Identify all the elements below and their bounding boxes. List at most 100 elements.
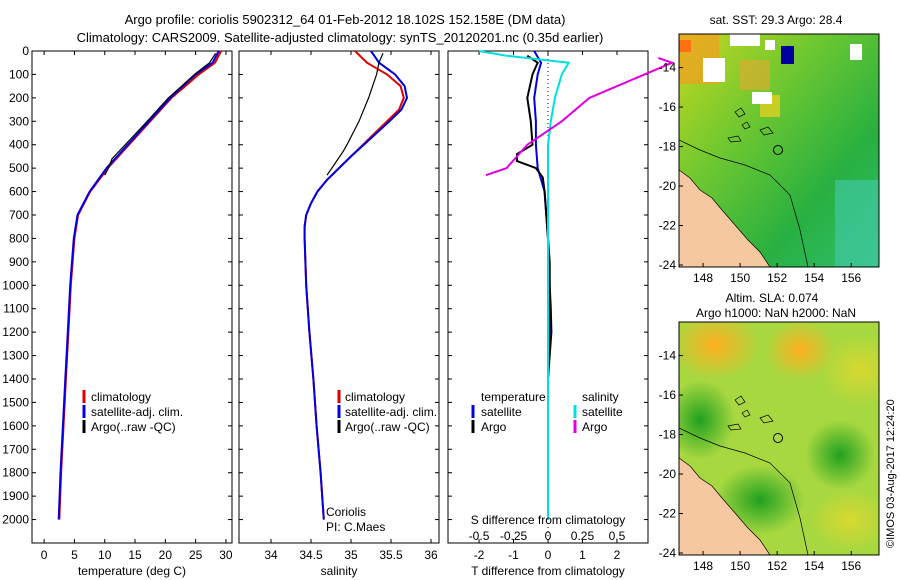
legend-satellite-label: satellite-adj. clim.	[345, 405, 437, 419]
x-tick-label: 30	[219, 548, 233, 562]
legend-climatology-label: climatology	[345, 390, 405, 404]
legend-temp-argo-label: Argo	[481, 420, 507, 434]
y-tick-label: 800	[9, 231, 29, 245]
credit-label: ©IMOS 03-Aug-2017 12:24:20	[885, 399, 897, 548]
y-tick-label: 1500	[2, 395, 29, 409]
title-line-2: Climatology: CARS2009. Satellite-adjuste…	[77, 30, 604, 45]
lon-tick-label: 152	[767, 271, 787, 285]
land-coastline	[679, 169, 771, 267]
temperature-plot-frame	[31, 50, 233, 544]
reefs	[727, 107, 774, 143]
y-tick-label: 1800	[2, 466, 29, 480]
y-tick-label: 500	[9, 161, 29, 175]
lat-tick-label: -20	[659, 179, 677, 193]
x-tick-label: 35	[344, 548, 358, 562]
pi-label: PI: C.Maes	[326, 520, 385, 534]
lon-tick-label: 152	[767, 559, 787, 573]
y-tick-label: 1200	[2, 325, 29, 339]
sla-map-panel: Altim. SLA: 0.074 Argo h1000: NaN h2000:…	[659, 291, 880, 573]
sla-map-field	[679, 322, 879, 555]
argo-position-marker	[773, 145, 783, 155]
profile-line-salinity-argo	[485, 57, 675, 177]
temperature-xlabel: temperature (deg C)	[78, 564, 186, 578]
y-tick-label: 200	[9, 91, 29, 105]
legend-climatology-label: climatology	[91, 390, 151, 404]
lat-tick-label: -20	[659, 467, 677, 481]
x2-tick-label: 0.5	[609, 529, 626, 543]
lat-tick-label: -24	[659, 258, 677, 272]
lon-tick-label: 150	[730, 271, 750, 285]
y-tick-label: 900	[9, 255, 29, 269]
x-tick-label: 2	[614, 548, 621, 562]
lat-tick-label: -18	[659, 140, 677, 154]
x-tick-label: -1	[508, 548, 519, 562]
legend-temp-satellite-label: satellite	[481, 405, 522, 419]
y-tick-label: 300	[9, 114, 29, 128]
lon-tick-label: 156	[841, 271, 861, 285]
title-line-1: Argo profile: coriolis 5902312_64 01-Feb…	[125, 12, 566, 27]
sla-map-ticks: 148 150 152 154 156 -14 -16 -18 -20 -22 -24	[659, 349, 862, 573]
x-tick-label: 5	[71, 548, 78, 562]
lat-tick-label: -16	[659, 100, 677, 114]
temperature-ticks: 0 5 10 15 20 25 300100200300400500600700800900…	[2, 44, 233, 562]
difference-ticks: -2 -1 0 1 2 -0.5 -0.25 0 0.25 0.5	[448, 50, 648, 562]
lon-tick-label: 154	[804, 271, 824, 285]
x-tick-label: 36	[424, 548, 438, 562]
profile-line-salinity-satellite	[478, 50, 571, 520]
shelf-contour	[679, 427, 809, 555]
lon-tick-label: 156	[841, 559, 861, 573]
x-tick-label: 20	[159, 548, 173, 562]
y-tick-label: 0	[22, 44, 29, 58]
profile-line-satellite-adj-clim-	[303, 50, 409, 520]
salinity-panel: 34 34.5 35 35.5 36 climatology satellite-adj…	[238, 50, 440, 578]
y-tick-label: 1700	[2, 442, 29, 456]
profile-line-satellite-adj-clim-	[57, 50, 220, 520]
temperature-panel: 0 5 10 15 20 25 300100200300400500600700800900…	[2, 44, 233, 578]
y-tick-label: 1600	[2, 419, 29, 433]
s-difference-xlabel: S difference from climatology	[471, 513, 626, 527]
sla-map-title-1: Altim. SLA: 0.074	[726, 291, 819, 305]
sst-map-title: sat. SST: 29.3 Argo: 28.4	[710, 13, 843, 27]
legend-argo-label: Argo(..raw -QC)	[91, 420, 176, 434]
lon-tick-label: 150	[730, 559, 750, 573]
lat-tick-label: -16	[659, 388, 677, 402]
legend-argo-label: Argo(..raw -QC)	[345, 420, 430, 434]
y-tick-label: 1300	[2, 349, 29, 363]
temperature-profiles	[57, 50, 222, 520]
salinity-profiles	[303, 50, 409, 520]
x-tick-label: 34	[264, 548, 278, 562]
x-tick-label: 10	[98, 548, 112, 562]
y-tick-label: 1000	[2, 278, 29, 292]
legend-salinity-heading: salinity	[582, 390, 619, 404]
x-tick-label: 35.5	[379, 548, 403, 562]
land-coastline	[679, 457, 771, 555]
lat-tick-label: -14	[659, 61, 677, 75]
salinity-plot-frame	[238, 50, 440, 544]
x2-tick-label: -0.5	[469, 529, 490, 543]
shelf-contour	[679, 139, 809, 267]
lat-tick-label: -24	[659, 546, 677, 560]
difference-panel: -2 -1 0 1 2 -0.5 -0.25 0 0.25 0.5 temperature sat…	[447, 50, 675, 578]
salinity-ticks: 34 34.5 35 35.5 36	[239, 50, 439, 562]
data-centre-label: Coriolis	[326, 505, 366, 519]
x2-tick-label: 0	[545, 529, 552, 543]
y-tick-label: 600	[9, 185, 29, 199]
y-tick-label: 2000	[2, 513, 29, 527]
reefs	[727, 395, 774, 431]
lat-tick-label: -14	[659, 349, 677, 363]
argo-position-marker	[773, 433, 783, 443]
profile-line-argo-raw-qc-	[326, 53, 384, 176]
sst-map-field	[679, 34, 879, 267]
sst-map-panel: sat. SST: 29.3 Argo: 28.4 148 150 152 154 15…	[659, 13, 880, 285]
legend-sal-satellite-label: satellite	[582, 405, 623, 419]
legend-sal-argo-label: Argo	[582, 420, 608, 434]
profile-line-argo-raw-qc-	[104, 52, 217, 176]
y-tick-label: 700	[9, 208, 29, 222]
x2-tick-label: -0.25	[500, 529, 528, 543]
y-tick-label: 400	[9, 138, 29, 152]
sla-map-frame	[678, 321, 880, 556]
x-tick-label: 25	[189, 548, 203, 562]
salinity-xlabel: salinity	[321, 564, 358, 578]
lat-tick-label: -18	[659, 428, 677, 442]
